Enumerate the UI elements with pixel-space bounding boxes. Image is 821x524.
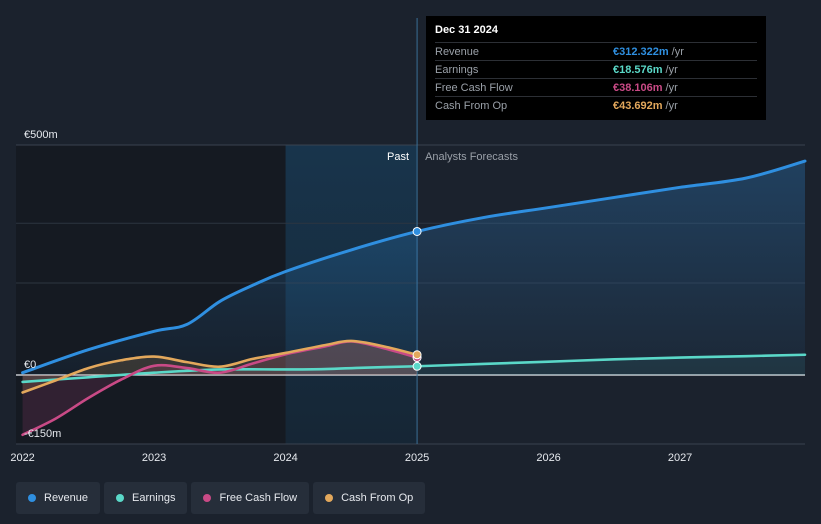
tooltip-label: Free Cash Flow bbox=[435, 81, 513, 94]
tooltip-row-revenue: Revenue €312.322m /yr bbox=[435, 42, 757, 60]
revenue-marker bbox=[412, 226, 422, 236]
revenue-dot-icon bbox=[28, 494, 36, 502]
tooltip-label: Revenue bbox=[435, 45, 480, 58]
tooltip-unit: /yr bbox=[665, 81, 678, 94]
cash-from-op-line bbox=[21, 339, 419, 394]
cash-from-op-marker bbox=[412, 350, 422, 360]
revenue-line bbox=[21, 159, 807, 375]
tooltip-unit: /yr bbox=[665, 99, 678, 112]
revenue-area bbox=[22, 161, 805, 375]
free-cash-flow-dot-icon bbox=[203, 494, 212, 502]
y-tick-label: -€150m bbox=[24, 428, 61, 440]
earnings-dot-icon bbox=[116, 494, 125, 502]
past-label: Past bbox=[387, 151, 409, 163]
tooltip-row-cash-from-op: Cash From Op €43.692m /yr bbox=[435, 96, 757, 114]
tooltip-row-earnings: Earnings €18.576m /yr bbox=[435, 60, 757, 78]
x-tick-label: 2022 bbox=[10, 452, 34, 464]
tooltip-unit: /yr bbox=[671, 45, 684, 58]
cash-from-op-dot-icon bbox=[325, 494, 334, 502]
tooltip-value: €43.692m bbox=[613, 99, 663, 112]
x-tick-label: 2023 bbox=[142, 452, 166, 464]
legend: Revenue Earnings Free Cash Flow Cash Fro… bbox=[16, 482, 426, 514]
x-tick-label: 2027 bbox=[668, 452, 692, 464]
tooltip-value: €38.106m bbox=[613, 81, 663, 94]
tooltip-unit: /yr bbox=[665, 63, 678, 76]
legend-item-earnings[interactable]: Earnings bbox=[104, 482, 188, 514]
axis-labels: €500m €0 -€150m 2022 2023 2024 2025 2026 2027 Pas… bbox=[10, 129, 692, 464]
earnings-line bbox=[21, 353, 807, 384]
tooltip-label: Earnings bbox=[435, 63, 479, 76]
tooltip-row-free-cash-flow: Free Cash Flow €38.106m /yr bbox=[435, 78, 757, 96]
forecast-label: Analysts Forecasts bbox=[425, 151, 518, 163]
cash-from-op-area bbox=[22, 340, 418, 393]
legend-label: Free Cash Flow bbox=[219, 492, 298, 504]
x-tick-label: 2025 bbox=[405, 452, 429, 464]
tooltip-label: Cash From Op bbox=[435, 99, 508, 112]
tooltip-value: €18.576m bbox=[613, 63, 663, 76]
legend-label: Earnings bbox=[132, 492, 176, 504]
legend-item-free-cash-flow[interactable]: Free Cash Flow bbox=[191, 482, 310, 514]
legend-item-revenue[interactable]: Revenue bbox=[16, 482, 101, 514]
legend-label: Revenue bbox=[44, 492, 89, 504]
series-markers bbox=[412, 226, 422, 371]
legend-label: Cash From Op bbox=[341, 492, 414, 504]
tooltip-value: €312.322m bbox=[613, 45, 669, 58]
series-lines bbox=[21, 159, 807, 437]
x-tick-label: 2026 bbox=[536, 452, 560, 464]
y-tick-label: €0 bbox=[24, 359, 36, 371]
free-cash-flow-area bbox=[22, 341, 418, 435]
tooltip: Dec 31 2024 Revenue €312.322m /yr Earnin… bbox=[426, 16, 766, 120]
x-tick-label: 2024 bbox=[273, 452, 297, 464]
earnings-marker bbox=[412, 361, 422, 371]
legend-item-cash-from-op[interactable]: Cash From Op bbox=[313, 482, 426, 514]
tooltip-date: Dec 31 2024 bbox=[435, 24, 498, 36]
y-tick-label: €500m bbox=[24, 129, 58, 141]
